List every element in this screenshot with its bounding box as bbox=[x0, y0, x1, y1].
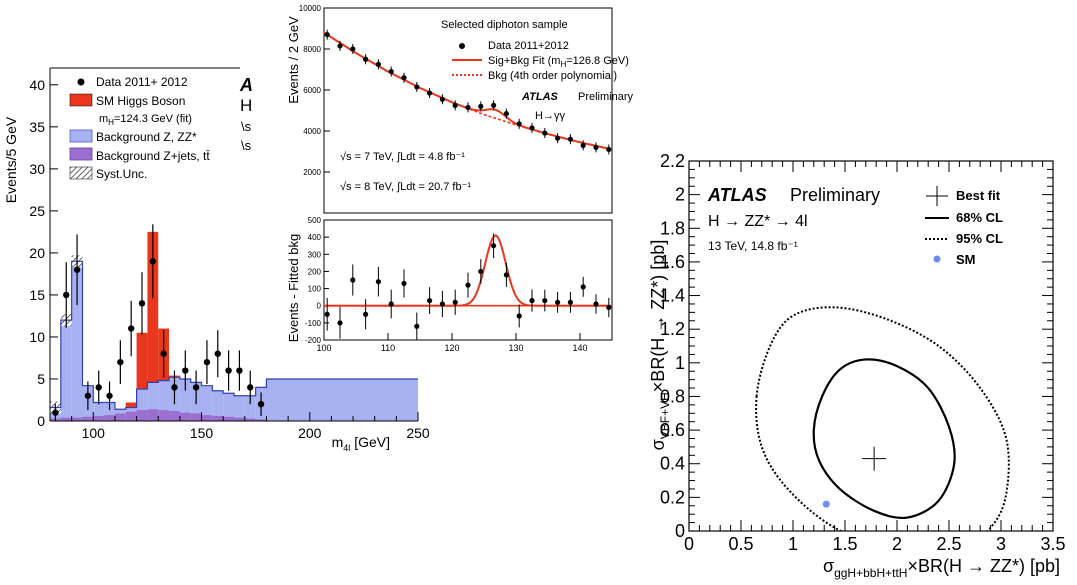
p1-legend-sm-swatch bbox=[69, 93, 93, 107]
p1-header-s2: \s bbox=[241, 138, 252, 153]
p1-bkg-zjets-bar bbox=[190, 413, 202, 421]
p1-ytick-label: 40 bbox=[29, 77, 45, 93]
p1-bkg-zjets-bar bbox=[169, 410, 180, 421]
p1-bkg-zjets-bar bbox=[179, 412, 191, 421]
p1-ytick-label: 20 bbox=[29, 245, 45, 261]
p1-ytick-label: 25 bbox=[29, 203, 45, 219]
p1-legend-syst: Syst.Unc. bbox=[96, 167, 147, 181]
p1-xtick-label: 150 bbox=[190, 425, 214, 441]
p1-legend-zjets-swatch bbox=[69, 147, 93, 161]
p1-ytick-label: 35 bbox=[29, 119, 45, 135]
p1-ytick-label: 15 bbox=[29, 287, 45, 303]
p1-legend-zjets: Background Z+jets, tt̄ bbox=[96, 149, 210, 163]
p1-signal-bar bbox=[136, 332, 148, 390]
p1-legend-data-marker bbox=[77, 78, 85, 86]
p1-xtick-label: 250 bbox=[406, 425, 430, 441]
p1-bkg-zz-bar bbox=[158, 380, 170, 421]
p1-ytick-label: 0 bbox=[37, 413, 45, 429]
p1-data-point bbox=[117, 358, 124, 366]
p1-ytick-label: 30 bbox=[29, 161, 45, 177]
p1-legend-zz: Background Z, ZZ* bbox=[96, 130, 197, 144]
p1-data-point bbox=[149, 258, 157, 265]
p1-ylabel: Events/5 GeV bbox=[3, 116, 19, 203]
p1-bkg-zz-bar bbox=[179, 378, 191, 421]
p1-bkg-zz-bar bbox=[104, 402, 115, 421]
p1-bkg-zz-bar bbox=[60, 320, 72, 421]
p1-data-point bbox=[203, 358, 211, 366]
p1-data-point bbox=[63, 291, 70, 299]
p1-data-point bbox=[225, 367, 232, 374]
p1-signal-bar bbox=[147, 231, 159, 383]
p1-data-point bbox=[236, 367, 243, 374]
p1-data-point bbox=[138, 300, 146, 307]
p1-xtick-label: 200 bbox=[298, 425, 322, 441]
p1-bkg-zjets-bar bbox=[82, 416, 94, 421]
p1-bkg-zjets-bar bbox=[201, 415, 213, 421]
p1-signal-bar bbox=[125, 402, 137, 408]
p1-legend-data: Data 2011+ 2012 bbox=[96, 75, 188, 89]
p1-ytick-label: 5 bbox=[37, 371, 45, 387]
p1-data-point bbox=[160, 350, 167, 357]
p1-bkg-zz-bar bbox=[93, 402, 105, 421]
p1-data-point bbox=[171, 384, 178, 391]
p1-legend-syst-swatch bbox=[69, 166, 93, 180]
p1-legend-sm-sub: mH=124.3 GeV (fit) bbox=[99, 113, 192, 127]
p1-header-a: A bbox=[239, 75, 253, 95]
p1-bkg-zz-bar bbox=[71, 261, 83, 421]
p1-bkg-zjets-bar bbox=[244, 418, 256, 421]
p1-bkg-zz-bar bbox=[244, 395, 256, 421]
p1-bkg-zz-bar bbox=[223, 393, 234, 421]
p1-bkg-zz-bar bbox=[266, 378, 418, 421]
p1-ytick-label: 10 bbox=[29, 329, 45, 345]
p1-bkg-zjets-bar bbox=[223, 416, 234, 421]
p1-data-point bbox=[52, 409, 59, 416]
p1-data-point bbox=[214, 350, 221, 357]
p1-bkg-zjets-bar bbox=[234, 417, 245, 421]
p1-data-point bbox=[192, 384, 200, 391]
p1-bkg-zjets-bar bbox=[114, 413, 126, 421]
p1-bkg-zjets-bar bbox=[158, 410, 170, 421]
p1-legend-sm: SM Higgs Boson bbox=[96, 94, 185, 108]
p1-bkg-zjets-bar bbox=[255, 419, 267, 421]
p1-legend: Data 2011+ 2012 SM Higgs Boson mH=124.3 … bbox=[69, 75, 210, 181]
p1-bkg-zjets-bar bbox=[212, 415, 224, 421]
p1-bkg-zjets-bar bbox=[125, 411, 137, 421]
p1-xtick-label: 100 bbox=[82, 425, 106, 441]
p1-bkg-zjets-bar bbox=[147, 409, 159, 421]
p1-bkg-zz-bar bbox=[234, 395, 245, 421]
p1-bkg-zz-bar bbox=[147, 382, 159, 421]
p1-bkg-zz-bar bbox=[201, 385, 213, 421]
p1-data-point bbox=[257, 400, 265, 408]
p1-data-point bbox=[73, 266, 81, 273]
p1-legend-zz-swatch bbox=[69, 129, 93, 143]
p1-data-point bbox=[247, 384, 254, 391]
p1-data-point bbox=[95, 384, 102, 391]
p1-bkg-zjets-bar bbox=[104, 415, 115, 421]
p1-bkg-zjets-bar bbox=[71, 417, 83, 421]
p1-header-s1: \s bbox=[241, 119, 252, 134]
p1-bkg-zz-bar bbox=[136, 389, 148, 421]
p1-bkg-zjets-bar bbox=[136, 410, 148, 421]
p1-header-h: H bbox=[240, 96, 252, 115]
p1-data-point bbox=[127, 325, 135, 332]
p1-bkg-zjets-bar bbox=[60, 417, 72, 421]
p1-bkg-zjets-bar bbox=[93, 415, 105, 421]
p1-xlabel: m4l [GeV] bbox=[332, 434, 390, 453]
p1-data-point bbox=[106, 392, 113, 399]
p1-data-point bbox=[84, 392, 92, 399]
p1-bkg-zz-bar bbox=[212, 390, 224, 421]
p1-data-point bbox=[182, 367, 189, 374]
